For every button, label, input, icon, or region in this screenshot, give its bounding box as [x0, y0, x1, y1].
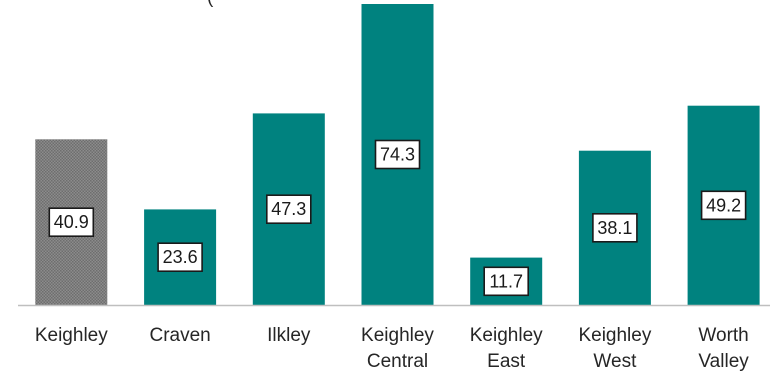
- data-label-6: 49.2: [706, 195, 741, 215]
- data-label-box-1: [157, 242, 203, 272]
- data-label-box-6: [700, 190, 747, 221]
- data-label-box-2: [265, 194, 312, 224]
- category-label-5-line-1: West: [593, 351, 637, 372]
- data-label-box-3: [374, 139, 421, 170]
- data-label-2: 47.3: [271, 199, 306, 219]
- data-label-box-0: [48, 207, 95, 237]
- category-label-4-line-0: Keighley: [470, 325, 543, 346]
- data-label-3: 74.3: [380, 145, 415, 165]
- data-label-5: 38.1: [597, 218, 632, 238]
- category-label-4-line-1: East: [487, 351, 526, 372]
- data-label-box-5: [592, 213, 638, 243]
- data-label-1: 23.6: [163, 247, 198, 267]
- data-label-4: 11.7: [489, 271, 523, 291]
- data-label-0: 40.9: [54, 212, 89, 232]
- category-label-0: Keighley: [35, 325, 108, 346]
- data-label-box-4: [483, 266, 530, 297]
- category-label-6-line-1: Valley: [698, 351, 749, 372]
- chart-title: (: [207, 0, 214, 8]
- category-label-2: Ilkley: [267, 325, 311, 346]
- category-label-1: Craven: [149, 325, 210, 346]
- category-label-6-line-0: Worth: [698, 325, 748, 346]
- category-label-3-line-0: Keighley: [361, 325, 434, 346]
- category-label-3-line-1: Central: [367, 351, 428, 372]
- category-label-5-line-0: Keighley: [578, 325, 651, 346]
